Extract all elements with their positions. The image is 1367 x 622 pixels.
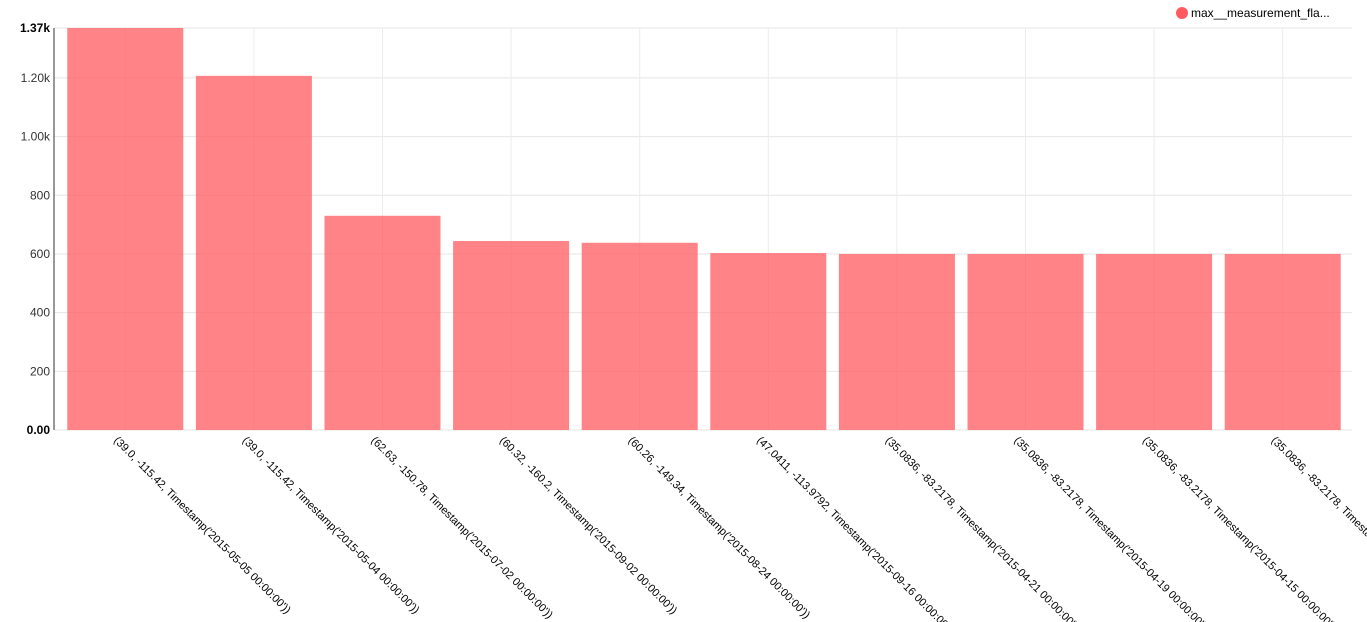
y-tick-label: 1.20k: [21, 71, 51, 85]
bar[interactable]: [838, 253, 955, 430]
x-axis-ticks: (39.0, -115.42, Timestamp('2015-05-05 00…: [111, 435, 1367, 622]
bar[interactable]: [581, 242, 698, 430]
legend-marker-icon: [1176, 7, 1188, 19]
bar[interactable]: [324, 215, 441, 430]
bar[interactable]: [453, 241, 570, 430]
bar[interactable]: [1096, 253, 1213, 430]
y-tick-label: 800: [30, 188, 50, 202]
y-tick-label: 200: [30, 364, 50, 378]
bar[interactable]: [967, 253, 1084, 430]
y-tick-label: 400: [30, 306, 50, 320]
y-tick-label: 1.00k: [21, 130, 51, 144]
legend-label: max__measurement_fla...: [1191, 6, 1330, 20]
bar[interactable]: [67, 28, 184, 430]
y-axis-ticks: 0.00 200 400 600 800 1.00k 1.20k 1.37k: [20, 21, 51, 437]
y-tick-label: 0.00: [27, 423, 51, 437]
y-tick-label: 600: [30, 247, 50, 261]
bars: [67, 28, 1341, 431]
y-tick-label: 1.37k: [20, 21, 50, 35]
x-tick-label: (35.0836, -83.2178, Timestamp('2015-04-1…: [1269, 435, 1367, 622]
legend[interactable]: max__measurement_fla...: [1176, 6, 1330, 20]
bar[interactable]: [710, 253, 827, 430]
bar[interactable]: [195, 75, 312, 431]
bar[interactable]: [1224, 253, 1341, 430]
